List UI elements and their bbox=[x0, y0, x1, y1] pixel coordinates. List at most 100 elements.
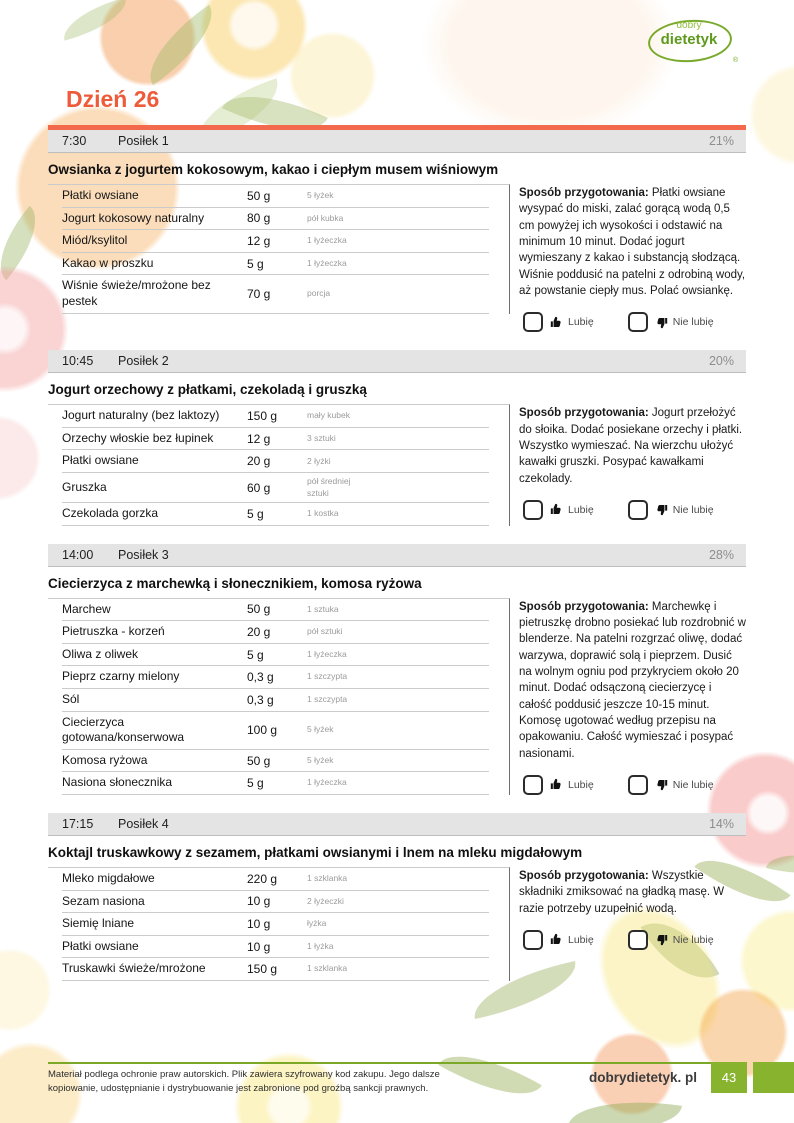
ingredient-measure: porcja bbox=[307, 288, 331, 299]
dislike-option: Nie lubię bbox=[627, 929, 714, 950]
ingredient-row: Jogurt naturalny (bez laktozy) 150 g mał… bbox=[62, 405, 489, 428]
ingredient-name: Komosa ryżowa bbox=[62, 752, 148, 767]
meal-section-4: 17:15 Posiłek 4 14% Koktajl truskawkowy … bbox=[48, 812, 746, 981]
ingredient-measure: 1 łyżeczka bbox=[307, 235, 347, 246]
dislike-option: Nie lubię bbox=[627, 774, 714, 795]
ingredient-quantity: 100 g bbox=[247, 723, 278, 738]
dislike-checkbox[interactable] bbox=[627, 774, 648, 795]
ingredient-measure: 3 sztuki bbox=[307, 432, 336, 443]
ingredient-row: Orzechy włoskie bez łupinek 12 g 3 sztuk… bbox=[62, 428, 489, 451]
page-number-badge: 43 bbox=[711, 1062, 747, 1093]
ingredient-row: Truskawki świeże/mrożone 150 g 1 szklank… bbox=[62, 958, 489, 981]
ingredient-quantity: 0,3 g bbox=[247, 670, 274, 685]
ingredient-quantity: 10 g bbox=[247, 894, 271, 909]
ingredient-measure: pół średniej sztuki bbox=[307, 476, 351, 498]
logo-text-dietetyk: dietetyk bbox=[660, 31, 718, 48]
ingredient-quantity: 70 g bbox=[247, 286, 271, 301]
meal-section-2: 10:45 Posiłek 2 20% Jogurt orzechowy z p… bbox=[48, 350, 746, 526]
like-option: Lubię bbox=[523, 499, 594, 520]
ingredient-measure: 1 łyżeczka bbox=[307, 777, 347, 788]
feedback-row: Lubię Nie lubię bbox=[519, 929, 746, 950]
method-text: Wszystkie składniki zmiksować na gładką … bbox=[519, 869, 725, 915]
ingredient-measure: 1 sztuka bbox=[307, 603, 339, 614]
ingredient-row: Miód/ksylitol 12 g 1 łyżeczka bbox=[62, 230, 489, 253]
dislike-label: Nie lubię bbox=[672, 316, 714, 329]
registered-mark: ® bbox=[732, 57, 738, 64]
like-checkbox[interactable] bbox=[523, 312, 543, 333]
ingredient-name: Mleko migdałowe bbox=[62, 870, 155, 885]
preparation: Sposób przygotowania: Marchewkę i pietru… bbox=[510, 598, 746, 795]
brand-logo: dobry dietetyk ® bbox=[646, 16, 740, 65]
preparation: Sposób przygotowania: Wszystkie składnik… bbox=[510, 867, 746, 981]
meal-percent: 14% bbox=[708, 816, 734, 831]
ingredient-measure: łyżka bbox=[307, 918, 327, 929]
dislike-checkbox[interactable] bbox=[627, 312, 648, 333]
ingredient-measure: 1 szklanka bbox=[307, 873, 348, 884]
dislike-checkbox[interactable] bbox=[627, 499, 648, 520]
ingredient-quantity: 50 g bbox=[247, 188, 271, 203]
ingredient-quantity: 12 g bbox=[247, 431, 271, 446]
ingredient-measure: 5 łyżek bbox=[307, 724, 334, 735]
ingredient-quantity: 5 g bbox=[247, 776, 264, 791]
ingredient-row: Płatki owsiane 50 g 5 łyżek bbox=[62, 185, 489, 208]
meal-percent: 20% bbox=[708, 354, 734, 369]
ingredient-name: Jogurt naturalny (bez laktozy) bbox=[62, 408, 220, 423]
method-label: Sposób przygotowania: bbox=[519, 869, 649, 882]
ingredient-quantity: 150 g bbox=[247, 962, 278, 977]
ingredient-row: Nasiona słonecznika 5 g 1 łyżeczka bbox=[62, 772, 489, 795]
meal-title: Ciecierzyca z marchewką i słonecznikiem,… bbox=[48, 575, 422, 591]
meal-percent: 28% bbox=[708, 547, 734, 562]
ingredient-row: Marchew 50 g 1 sztuka bbox=[62, 599, 489, 622]
ingredient-measure: 1 szklanka bbox=[307, 963, 348, 974]
dislike-option: Nie lubię bbox=[627, 499, 714, 520]
ingredient-quantity: 50 g bbox=[247, 753, 271, 768]
footer-divider bbox=[48, 1062, 747, 1064]
ingredient-measure: pół kubka bbox=[307, 212, 344, 223]
meal-title: Jogurt orzechowy z płatkami, czekoladą i… bbox=[48, 382, 367, 398]
ingredient-row: Siemię lniane 10 g łyżka bbox=[62, 913, 489, 936]
ingredient-name: Jogurt kokosowy naturalny bbox=[62, 210, 205, 225]
meal-time: 10:45 bbox=[62, 354, 94, 369]
ingredient-name: Płatki owsiane bbox=[62, 453, 139, 468]
ingredient-measure: pół sztuki bbox=[307, 626, 343, 637]
like-checkbox[interactable] bbox=[523, 774, 543, 795]
meal-header: 7:30 Posiłek 1 21% bbox=[48, 130, 746, 153]
page-number: 43 bbox=[721, 1070, 737, 1085]
like-checkbox[interactable] bbox=[523, 929, 543, 950]
ingredient-name: Kakao w proszku bbox=[62, 255, 154, 270]
ingredient-quantity: 5 g bbox=[247, 256, 264, 271]
ingredient-name: Ciecierzyca gotowana/konserwowa bbox=[62, 714, 185, 745]
background-fruit bbox=[95, 0, 200, 90]
like-option: Lubię bbox=[523, 774, 594, 795]
dislike-checkbox[interactable] bbox=[627, 929, 648, 950]
ingredient-row: Mleko migdałowe 220 g 1 szklanka bbox=[62, 868, 489, 891]
ingredient-row: Kakao w proszku 5 g 1 łyżeczka bbox=[62, 253, 489, 276]
ingredient-measure: 1 szczypta bbox=[307, 694, 348, 705]
like-checkbox[interactable] bbox=[523, 499, 543, 520]
ingredient-name: Sól bbox=[62, 691, 80, 706]
method-label: Sposób przygotowania: bbox=[519, 187, 649, 199]
ingredient-name: Siemię lniane bbox=[62, 916, 135, 931]
ingredient-row: Pietruszka - korzeń 20 g pół sztuki bbox=[62, 621, 489, 644]
meal-percent: 21% bbox=[708, 134, 734, 148]
ingredient-quantity: 5 g bbox=[247, 506, 264, 521]
ingredient-row: Jogurt kokosowy naturalny 80 g pół kubka bbox=[62, 208, 489, 231]
thumb-down-icon bbox=[655, 933, 668, 946]
meal-title: Owsianka z jogurtem kokosowym, kakao i c… bbox=[48, 162, 499, 177]
preparation: Sposób przygotowania: Jogurt przełożyć d… bbox=[510, 404, 746, 525]
page-title: Dzień 26 bbox=[66, 86, 160, 112]
background-fruit-core bbox=[227, 0, 281, 52]
ingredient-row: Czekolada gorzka 5 g 1 kostka bbox=[62, 503, 489, 526]
meal-name: Posiłek 3 bbox=[118, 547, 169, 562]
meal-time: 17:15 bbox=[62, 816, 94, 831]
meal-section-3: 14:00 Posiłek 3 28% Ciecierzyca z marche… bbox=[48, 543, 746, 795]
like-option: Lubię bbox=[523, 312, 594, 333]
ingredient-quantity: 10 g bbox=[247, 939, 271, 954]
thumb-up-icon bbox=[550, 778, 563, 791]
ingredient-measure: 1 kostka bbox=[307, 508, 339, 519]
ingredients-table: Marchew 50 g 1 sztuka Pietruszka - korze… bbox=[48, 597, 510, 795]
dislike-label: Nie lubię bbox=[672, 778, 714, 791]
dislike-label: Nie lubię bbox=[672, 933, 714, 946]
feedback-row: Lubię Nie lubię bbox=[519, 499, 746, 520]
background-fruit bbox=[588, 1030, 676, 1118]
